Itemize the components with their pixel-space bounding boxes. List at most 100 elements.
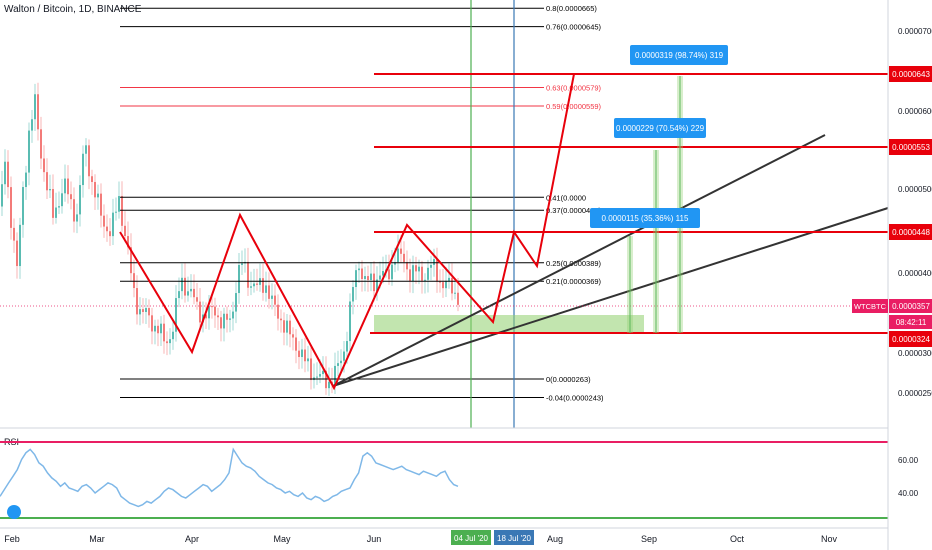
candle-body [262,278,264,293]
candle-body [310,358,312,381]
fib-label: 0.8(0.0000665) [546,4,597,13]
x-tick-label: Oct [730,534,745,544]
candle-body [91,176,93,182]
candle-body [256,283,258,285]
candle-body [37,94,39,130]
candle-body [130,247,132,274]
chart-title: Walton / Bitcoin, 1D, BINANCE [4,4,142,15]
candle-body [145,308,147,312]
candle-body [28,130,30,173]
candle-body [166,341,168,344]
price-tag [889,224,932,240]
candle-body [31,119,33,131]
candle-body [82,153,84,186]
candle-body [205,314,207,319]
candle-body [442,282,444,289]
candle-body [319,374,321,377]
candle-body [415,265,417,272]
fib-levels: 0.8(0.0000665) 0.76(0.0000645) 0.63(0.0000… [120,4,604,402]
candle-body [250,286,252,288]
candle-body [388,269,390,280]
candle-body [10,187,12,228]
candle-body [190,288,192,292]
candle-body [409,269,411,281]
candle-body [211,306,213,308]
candle-body [406,262,408,270]
candle-body [382,270,384,276]
candle-body [46,172,48,191]
candle-body [352,287,354,302]
price-tag-text: 0.0000324 [892,335,930,344]
price-tag-text: 0.0000448 [892,228,930,237]
candle-body [448,277,450,281]
candle-body [268,285,270,299]
candle-body [94,181,96,198]
candle-body [13,227,15,241]
candle-body [247,261,249,288]
candle-body [304,349,306,362]
y-tick-label: 0.0000250 [898,389,932,398]
candle-body [79,185,81,215]
candle-body [292,334,294,338]
candle-body [283,320,285,333]
candle-body [184,277,186,296]
date-badge-text: 18 Jul '20 [497,534,532,543]
candle-body [445,280,447,289]
candle-body [127,236,129,248]
candle-body [397,248,399,263]
candle-body [346,341,348,352]
fib-label: 0.37(0.0000446) [546,206,602,215]
candle-body [265,285,267,293]
candle-body [73,199,75,222]
candle-body [298,350,300,357]
candle-body [457,292,459,305]
candle-body [235,293,237,312]
candle-body [67,178,69,195]
candle-body [376,279,378,292]
target-badge-text: 0.0000115 (35.36%) 115 [602,214,689,223]
candle-body [325,370,327,389]
price-tag-text: 0.0000643 [892,70,930,79]
candle-body [343,351,345,361]
candle-body [436,259,438,282]
x-tick-label: Nov [821,534,838,544]
candle-body [40,129,42,159]
candle-body [220,317,222,329]
candle-body [187,291,189,296]
rsi-panel [0,441,888,519]
candle-body [370,273,372,280]
candle-body [394,262,396,265]
x-tick-label: Mar [89,534,105,544]
candle-body [85,145,87,154]
candle-body [43,158,45,173]
candle-body [367,276,369,280]
candle-body [163,323,165,342]
fib-label: 0.59(0.0000559) [546,102,602,111]
candle-body [115,211,117,213]
x-tick-label: Aug [547,534,563,544]
candle-body [316,376,318,378]
candle-body [133,273,135,289]
candle-body [412,265,414,281]
candle-body [49,189,51,191]
candle-body [157,325,159,334]
candle-body [340,360,342,364]
symbol-tag-text: WTCBTC [854,302,887,311]
target-badge [614,118,706,138]
fib-label: -0.04(0.0000243) [546,393,604,402]
candle-body [61,193,63,207]
price-tag-text: 0.0000553 [892,143,930,152]
candle-body [334,365,336,385]
candle-body [286,320,288,333]
candle-body [103,215,105,227]
candle-body [199,301,201,323]
target-badge [630,45,728,65]
trend-lines [332,134,889,387]
candle-body [364,276,366,280]
candle-body [400,248,402,254]
target-badge [590,208,700,228]
zigzag-line [119,73,575,391]
